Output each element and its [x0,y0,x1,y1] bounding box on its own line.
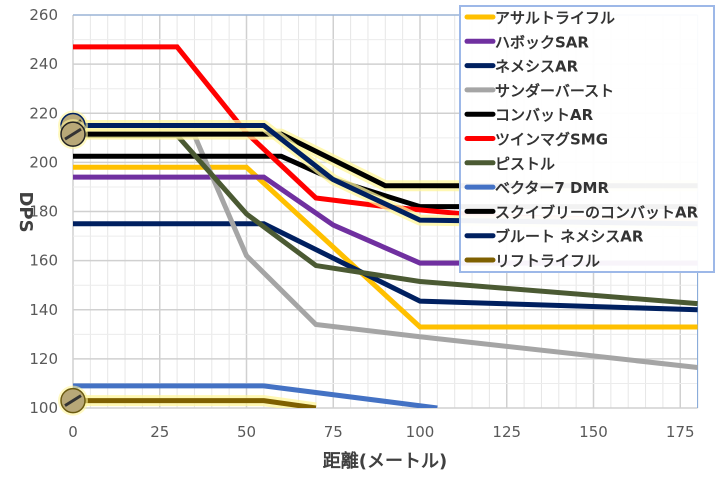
weapon-glyph [64,127,82,141]
legend-item: サンダーバースト [464,82,614,100]
y-tick-label: 160 [29,252,58,270]
legend-label: リフトライフル [495,252,600,270]
y-tick-label: 240 [29,55,58,73]
y-tick-label: 140 [29,301,58,319]
y-axis-label: DPS [15,191,36,232]
legend-item: スクイブリーのコンバットAR [464,203,699,221]
legend-item: ブルート ネメシスAR [464,228,644,246]
legend-item: アサルトライフル [464,9,615,27]
legend-label: ネメシスAR [495,58,579,76]
series-line-0 [73,164,698,330]
series-line-2 [73,221,698,313]
legend-item: ツインマグSMG [464,131,608,149]
legend-item: ネメシスAR [464,58,579,76]
x-tick-label: 175 [666,423,695,441]
legend-label: ピストル [495,155,555,173]
legend-label: ハボックSAR [495,33,589,51]
legend-item: ハボックSAR [464,33,589,51]
x-tick-label: 50 [237,423,256,441]
x-tick-label: 25 [150,423,169,441]
x-axis-ticks: 0 25 50 75 100 125 150 175 [68,423,694,441]
x-tick-label: 0 [68,423,78,441]
series-line-10 [73,398,317,408]
legend-label: スクイブリーのコンバットAR [495,203,699,221]
legend-label: サンダーバースト [495,82,614,100]
series-line-7 [73,383,438,408]
x-axis-label: 距離(メートル) [323,450,447,472]
legend-item: ピストル [464,155,555,173]
legend-item: リフトライフル [464,252,600,270]
legend-item: コンバットAR [464,106,594,124]
legend-label: アサルトライフル [495,9,615,27]
weapon-icon-markers [58,110,88,416]
y-axis-ticks: 100 120 140 160 180 200 220 240 260 [29,6,58,417]
legend-label: ベクター7 DMR [495,179,609,197]
y-tick-label: 260 [29,6,58,24]
legend-item: ベクター7 DMR [464,179,609,197]
y-tick-label: 120 [29,350,58,368]
x-tick-label: 100 [406,423,435,441]
legend-label: コンバットAR [495,106,594,124]
x-tick-label: 150 [579,423,608,441]
weapon-glyph [64,394,82,407]
y-tick-label: 200 [29,153,58,171]
legend-label: ツインマグSMG [495,131,608,149]
x-tick-label: 125 [492,423,521,441]
y-tick-label: 180 [29,203,58,221]
y-tick-label: 100 [29,399,58,417]
y-tick-label: 220 [29,104,58,122]
x-tick-label: 75 [324,423,343,441]
legend-label: ブルート ネメシスAR [495,228,644,246]
